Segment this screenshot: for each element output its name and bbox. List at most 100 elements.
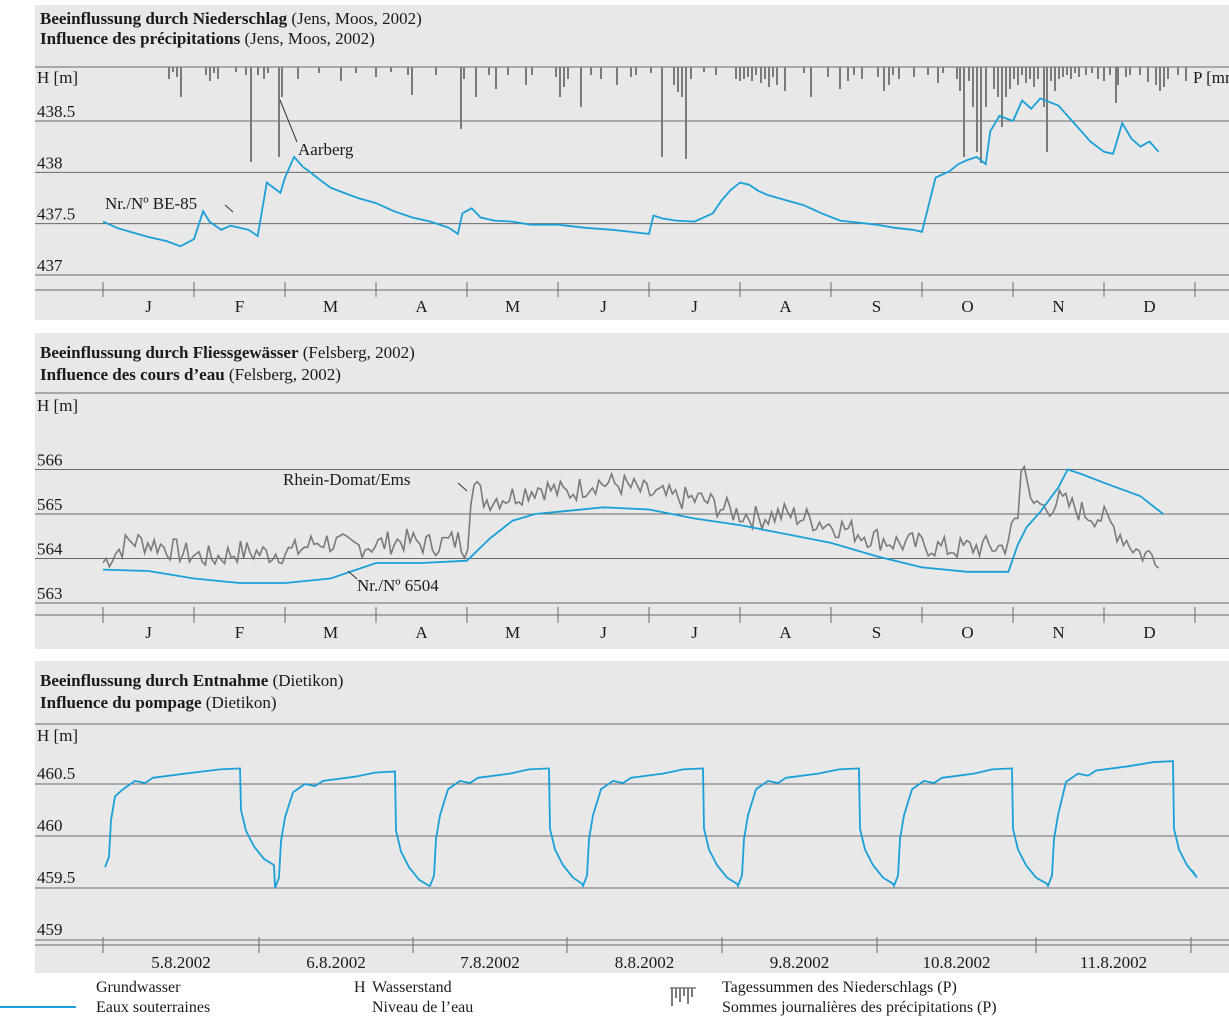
precip-bar <box>1074 67 1076 73</box>
x-tick-label: N <box>1052 623 1064 642</box>
x-tick-label: J <box>600 623 607 642</box>
precip-bar <box>703 67 705 72</box>
x-tick-label: J <box>145 297 152 316</box>
precip-bar <box>1009 67 1011 89</box>
precip-bar <box>839 67 841 89</box>
x-tick-label: J <box>600 297 607 316</box>
x-tick-label: 6.8.2002 <box>306 953 366 972</box>
precip-bar <box>739 67 741 81</box>
precip-bar <box>1043 67 1045 107</box>
x-tick-label: S <box>872 623 881 642</box>
chart-panel-pumping: Beeinflussung durch Entnahme (Dietikon) … <box>35 661 1229 973</box>
chart-svg: H [m] P [mm] 437 437.5 438 438.5 J F M A M J J A S O N D A… <box>35 66 1229 316</box>
panel-title-fr: Influence du pompage (Dietikon) <box>40 693 277 712</box>
x-tick-label: 8.8.2002 <box>615 953 675 972</box>
precip-bar <box>531 67 533 75</box>
precip-bar <box>853 67 855 75</box>
precip-bar <box>1109 67 1111 75</box>
y-tick-label: 564 <box>37 540 63 559</box>
river-line-rhein-domat-ems <box>102 464 1160 569</box>
precip-bar <box>217 67 219 79</box>
precip-bar <box>1147 67 1149 82</box>
y2-axis-label: P [mm] <box>1193 68 1229 87</box>
precip-bar <box>768 67 770 87</box>
precip-bar <box>1185 67 1187 81</box>
y-tick-label: 460 <box>37 816 63 835</box>
annotation-be85: Nr./Nº BE-85 <box>105 194 197 213</box>
precip-bar <box>1054 67 1056 91</box>
precip-bar <box>1050 67 1052 81</box>
legend-line-swatch <box>0 1006 76 1008</box>
precip-bar <box>1001 67 1003 127</box>
precip-bar <box>250 67 252 162</box>
precip-bar <box>1159 67 1161 91</box>
chart-svg: H [m] 563 564 565 566 J F M A M J J A S O N D Rhein-Domat… <box>35 392 1229 642</box>
precip-bar <box>1139 67 1141 75</box>
x-tick-label: 5.8.2002 <box>151 953 211 972</box>
annotation-leader <box>347 570 358 580</box>
precip-bar <box>1103 67 1105 81</box>
panel-title-de: Beeinflussung durch Niederschlag (Jens, … <box>40 9 422 28</box>
precip-bar <box>942 67 944 73</box>
annotation-leader <box>224 204 234 213</box>
y-axis-label: H [m] <box>37 68 78 87</box>
y-tick-label: 565 <box>37 495 63 514</box>
y-tick-label: 438.5 <box>37 102 75 121</box>
precip-bar <box>375 67 377 77</box>
precip-bar <box>407 67 409 75</box>
precip-bar <box>1021 67 1023 75</box>
precip-bar <box>263 67 265 79</box>
y-axis-label: H [m] <box>37 726 78 745</box>
precip-bar <box>567 67 569 79</box>
x-tick-label: M <box>505 623 520 642</box>
panel-title-de: Beeinflussung durch Fliessgewässer (Fels… <box>40 343 415 362</box>
x-tick-label: 10.8.2002 <box>923 953 991 972</box>
precip-bar <box>681 67 683 97</box>
precip-bar <box>956 67 958 79</box>
precip-bar <box>1062 67 1064 77</box>
x-tick-label: J <box>691 297 698 316</box>
precip-bar <box>1025 67 1027 83</box>
precip-bar <box>861 67 863 79</box>
precip-bar <box>1078 67 1080 77</box>
precip-bar <box>892 67 894 75</box>
precip-bar <box>507 67 509 75</box>
precip-bar <box>1129 67 1131 75</box>
precip-bar <box>563 67 565 87</box>
x-tick-label: 11.8.2002 <box>1080 953 1147 972</box>
precip-bar <box>1005 67 1007 97</box>
precip-bar <box>1013 67 1015 79</box>
precip-bar <box>1091 67 1093 73</box>
precip-bar <box>176 67 178 77</box>
legend-precipitation: Tagessummen des Niederschlags (P) Sommes… <box>722 979 997 1016</box>
panel-title-fr: Influence des précipitations (Jens, Moos… <box>40 29 375 48</box>
precip-bar <box>776 67 778 85</box>
precip-bar <box>318 67 320 73</box>
x-tick-label: A <box>415 297 428 316</box>
precip-bar <box>600 67 602 79</box>
precip-bar <box>937 67 939 83</box>
precip-bar <box>209 67 211 81</box>
precip-bar <box>435 67 437 75</box>
groundwater-line-6504 <box>102 468 1164 584</box>
x-tick-label: S <box>872 297 881 316</box>
x-tick-label: M <box>505 297 520 316</box>
precip-bar <box>959 67 961 91</box>
y-tick-label: 438 <box>37 153 63 172</box>
precip-bar <box>1037 67 1039 79</box>
precip-bar <box>650 67 652 73</box>
precip-bar <box>735 67 737 79</box>
precip-bar <box>168 67 170 79</box>
x-tick-label: M <box>323 297 338 316</box>
chart-svg: H [m] 459 459.5 460 460.5 5.8.2002 6.8.2002 7.8… <box>35 723 1229 972</box>
precip-bar <box>1115 67 1117 103</box>
precip-bar <box>661 67 663 157</box>
precip-bar <box>1177 67 1179 75</box>
precip-bar <box>475 67 477 97</box>
precip-bar <box>180 67 182 97</box>
precip-bar <box>1117 67 1119 85</box>
x-tick-label: F <box>235 623 244 642</box>
precip-bar <box>390 67 392 72</box>
precip-bar <box>559 67 561 97</box>
precip-bar <box>980 67 982 163</box>
